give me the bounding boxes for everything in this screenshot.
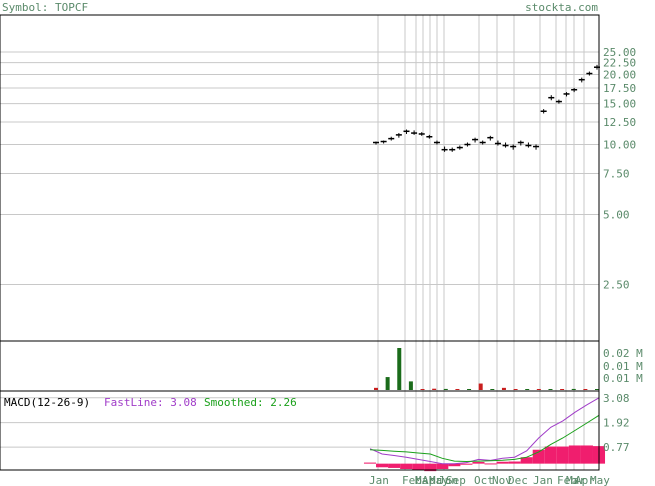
volume-bar	[571, 388, 576, 390]
macd-axis: 0.77 1.92 3.08	[603, 392, 630, 454]
volume-bar	[595, 389, 599, 390]
macd-lines	[369, 397, 600, 465]
grid-lines	[0, 15, 599, 470]
volume-bar	[467, 389, 472, 390]
macd-histogram-bar	[388, 463, 401, 468]
macd-histogram-bar	[460, 463, 473, 465]
x-axis-label: May	[429, 474, 449, 486]
macd-histogram-bar	[400, 463, 413, 469]
price-tick-label: 20.00	[603, 69, 636, 82]
volume-axis: 0.01 M0.01 M0.02 M	[603, 347, 643, 385]
macd-title: MACD(12-26-9)	[4, 396, 90, 409]
volume-tick-label: 0.02 M	[603, 347, 643, 360]
macd-histogram	[363, 445, 606, 472]
macd-histogram-bar	[448, 463, 461, 467]
price-tick-label: 12.50	[603, 116, 636, 129]
volume-bar	[397, 348, 402, 390]
volume-panel-frame	[0, 340, 600, 392]
macd-histogram-bar	[580, 445, 593, 464]
macd-histogram-bar	[436, 463, 449, 469]
x-axis-label: Feb	[402, 474, 422, 486]
volume-bar	[420, 389, 425, 390]
volume-bar	[478, 383, 483, 390]
volume-bar	[443, 388, 448, 390]
price-panel-frame	[0, 14, 600, 342]
volume-tick-label: 0.01 M	[603, 360, 643, 373]
symbol-label: Symbol: TOPCF	[2, 1, 88, 14]
macd-histogram-bar	[544, 446, 557, 464]
x-axis-label: Jun	[438, 474, 458, 486]
macd-histogram-bar	[472, 461, 485, 464]
x-axis-label: May	[590, 474, 610, 486]
macd-histogram-bar	[424, 463, 437, 472]
volume-bar	[501, 387, 506, 390]
macd-histogram-bar	[376, 463, 389, 468]
macd-histogram-bar	[556, 446, 569, 464]
volume-bar	[490, 389, 495, 390]
volume-series	[374, 348, 599, 390]
volume-bar	[374, 387, 378, 390]
x-axis-label: Mar	[566, 474, 586, 486]
x-axis-label: Apr	[422, 474, 442, 486]
x-axis-label: Oct	[474, 474, 494, 486]
macd-histogram-bar	[484, 463, 497, 465]
macd-tick-label: 1.92	[603, 417, 630, 430]
x-axis-label: Dec	[508, 474, 528, 486]
price-series	[373, 64, 600, 152]
volume-bar	[583, 389, 588, 390]
macd-histogram-bar	[363, 462, 377, 464]
price-tick-label: 5.00	[603, 208, 630, 221]
macd-fast-legend: FastLine: 3.08	[104, 396, 197, 409]
price-tick-label: 22.50	[603, 57, 636, 70]
price-tick-label: 17.50	[603, 82, 636, 95]
price-tick-label: 15.00	[603, 98, 636, 111]
macd-histogram-bar	[520, 457, 533, 464]
macd-histogram-bar	[508, 461, 521, 464]
volume-bar	[536, 389, 541, 390]
volume-bar	[455, 389, 460, 390]
price-tick-label: 10.00	[603, 139, 636, 152]
macd-tick-label: 0.77	[603, 441, 630, 454]
macd-histogram-bar	[496, 461, 509, 464]
price-axis: 2.50 5.00 7.50 10.00 12.50 15.00 17.5020.0022.…	[603, 46, 636, 291]
volume-bar	[560, 389, 565, 390]
macd-tick-label: 3.08	[603, 392, 630, 405]
macd-smooth-legend: Smoothed: 2.26	[204, 396, 297, 409]
brand-label: stockta.com	[525, 1, 598, 14]
price-tick-label: 25.00	[603, 46, 636, 59]
x-axis-label: Jan	[369, 474, 389, 486]
price-tick-label: 2.50	[603, 278, 630, 291]
macd-panel-frame	[0, 390, 600, 471]
macd-smooth-line	[369, 414, 600, 463]
x-axis-label: Nov	[492, 474, 512, 486]
volume-bar	[408, 381, 413, 390]
volume-bar	[513, 389, 518, 390]
x-axis-label: Feb	[557, 474, 577, 486]
x-axis-label: Mar	[415, 474, 435, 486]
volume-bar	[432, 388, 437, 390]
volume-tick-label: 0.01 M	[603, 372, 643, 385]
volume-bar	[548, 389, 553, 390]
macd-histogram-bar	[412, 463, 425, 471]
x-axis-label: Sep	[446, 474, 466, 486]
volume-bar	[385, 377, 390, 390]
x-axis-label: Apr	[575, 474, 595, 486]
x-axis-label: Jan	[533, 474, 553, 486]
macd-histogram-bar	[568, 445, 581, 464]
price-tick-label: 7.50	[603, 168, 630, 181]
volume-bar	[525, 389, 530, 390]
macd-fast-line	[369, 397, 600, 465]
